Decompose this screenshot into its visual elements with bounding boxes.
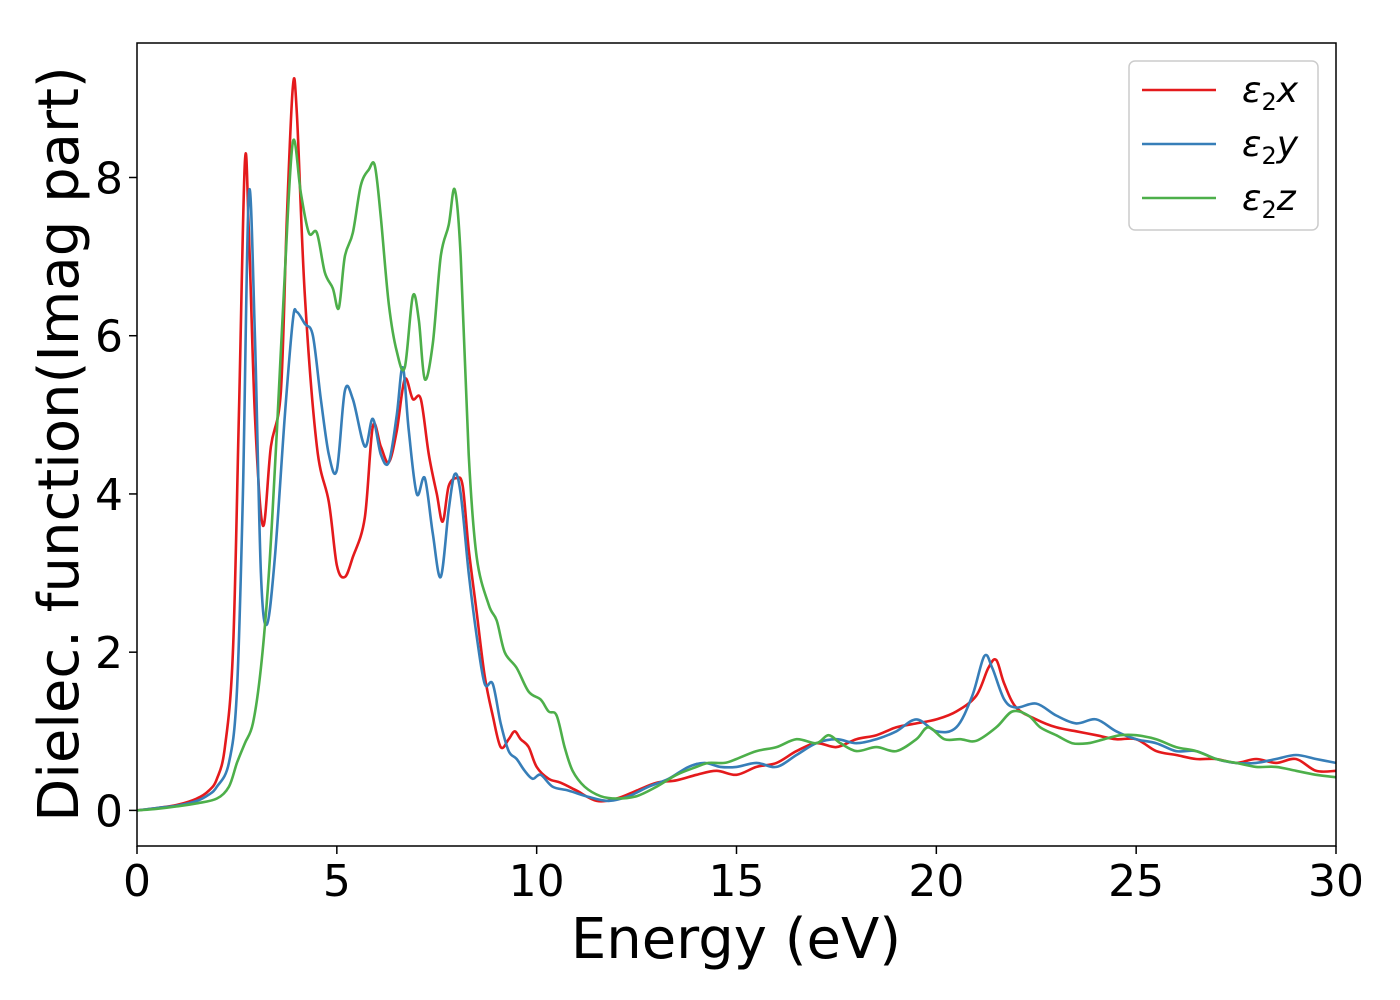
series-line-y [137,188,1336,812]
tick-layer: 0 5 10 15 20 25 30 0 2 4 6 8 [95,153,1364,907]
x-tick-label: 0 [123,856,151,907]
legend-box [1128,60,1319,231]
y-tick-label: 8 [95,153,123,204]
x-tick-label: 15 [709,856,765,907]
y-tick-label: 2 [95,628,123,679]
series-layer [137,77,1336,812]
x-tick-label: 5 [323,856,351,907]
y-tick-label: 6 [95,312,123,363]
x-tick-label: 10 [509,856,565,907]
y-tick-label: 4 [95,470,123,521]
x-tick-label: 25 [1108,856,1164,907]
x-tick-label: 20 [908,856,964,907]
x-tick-label: 30 [1308,856,1364,907]
y-axis-title: Dielec. function(Imag part) [27,66,92,822]
series-line-z [137,138,1336,812]
x-axis-title: Energy (eV) [571,907,901,972]
y-tick-label: 0 [95,786,123,837]
